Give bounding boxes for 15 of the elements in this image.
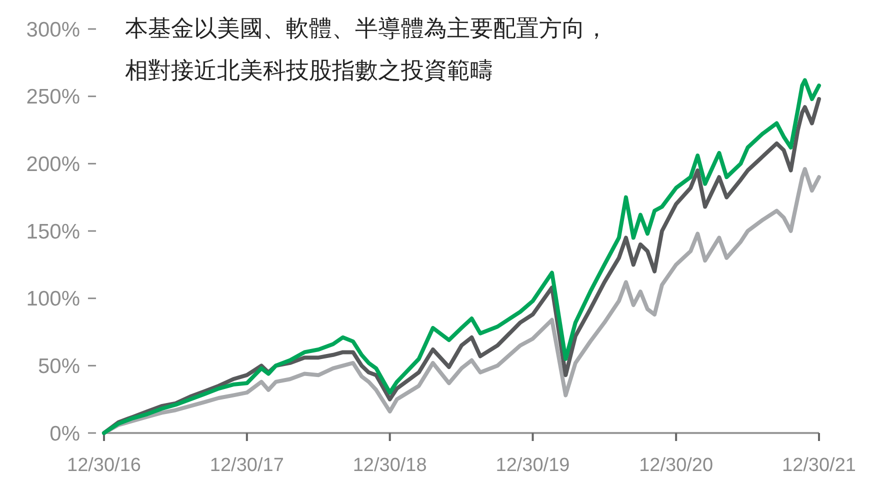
y-tick-label: 150% bbox=[26, 220, 80, 244]
text: 相對接近北美科技股指數之投資範疇 bbox=[125, 57, 493, 83]
y-tick-label: 200% bbox=[26, 153, 80, 176]
y-tick-label: 0% bbox=[50, 422, 80, 446]
y-tick-label: 100% bbox=[26, 288, 80, 311]
y-tick-label: 250% bbox=[26, 86, 80, 109]
x-tick-label: 12/30/21 bbox=[782, 455, 856, 476]
x-tick-label: 12/30/18 bbox=[352, 455, 427, 476]
chart-title: 本基金以美國、軟體、半導體為主要配置方向， bbox=[125, 15, 608, 41]
x-tick-label: 12/30/17 bbox=[210, 455, 284, 476]
y-tick-label: 50% bbox=[38, 355, 80, 378]
y-tick-label: 300% bbox=[26, 18, 80, 42]
x-tick-label: 12/30/19 bbox=[496, 455, 570, 476]
x-tick-label: 12/30/16 bbox=[67, 455, 141, 476]
x-tick-label: 12/30/20 bbox=[639, 455, 714, 476]
